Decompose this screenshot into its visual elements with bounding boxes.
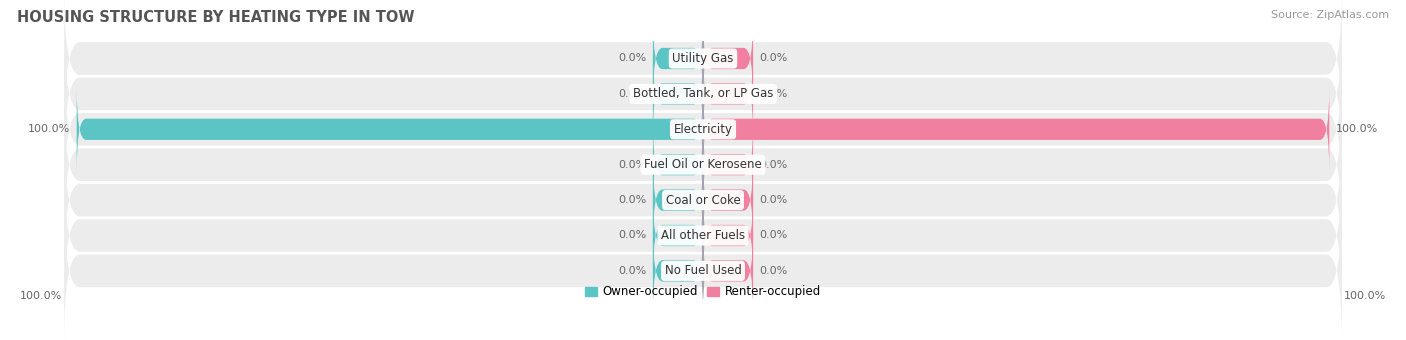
Text: 0.0%: 0.0% bbox=[759, 195, 787, 205]
Text: HOUSING STRUCTURE BY HEATING TYPE IN TOW: HOUSING STRUCTURE BY HEATING TYPE IN TOW bbox=[17, 10, 415, 25]
FancyBboxPatch shape bbox=[652, 228, 703, 313]
FancyBboxPatch shape bbox=[703, 228, 754, 313]
FancyBboxPatch shape bbox=[65, 199, 1341, 340]
Text: 0.0%: 0.0% bbox=[759, 89, 787, 99]
FancyBboxPatch shape bbox=[65, 0, 1341, 131]
Text: 0.0%: 0.0% bbox=[619, 231, 647, 240]
Text: 100.0%: 100.0% bbox=[1343, 291, 1386, 301]
Text: 0.0%: 0.0% bbox=[619, 53, 647, 64]
FancyBboxPatch shape bbox=[652, 16, 703, 101]
Text: 100.0%: 100.0% bbox=[20, 291, 63, 301]
FancyBboxPatch shape bbox=[703, 87, 1329, 172]
Text: 0.0%: 0.0% bbox=[759, 231, 787, 240]
FancyBboxPatch shape bbox=[65, 22, 1341, 166]
FancyBboxPatch shape bbox=[652, 158, 703, 242]
Text: All other Fuels: All other Fuels bbox=[661, 229, 745, 242]
Text: Utility Gas: Utility Gas bbox=[672, 52, 734, 65]
Text: 0.0%: 0.0% bbox=[619, 89, 647, 99]
Text: 0.0%: 0.0% bbox=[619, 160, 647, 170]
Text: 0.0%: 0.0% bbox=[619, 195, 647, 205]
Text: Electricity: Electricity bbox=[673, 123, 733, 136]
FancyBboxPatch shape bbox=[652, 193, 703, 278]
Text: 0.0%: 0.0% bbox=[759, 160, 787, 170]
Text: 0.0%: 0.0% bbox=[759, 53, 787, 64]
Legend: Owner-occupied, Renter-occupied: Owner-occupied, Renter-occupied bbox=[585, 286, 821, 299]
FancyBboxPatch shape bbox=[65, 57, 1341, 202]
Text: 0.0%: 0.0% bbox=[619, 266, 647, 276]
FancyBboxPatch shape bbox=[77, 87, 703, 172]
FancyBboxPatch shape bbox=[652, 122, 703, 207]
FancyBboxPatch shape bbox=[65, 92, 1341, 237]
Text: No Fuel Used: No Fuel Used bbox=[665, 265, 741, 277]
Text: 100.0%: 100.0% bbox=[1336, 124, 1378, 134]
FancyBboxPatch shape bbox=[65, 128, 1341, 272]
FancyBboxPatch shape bbox=[652, 51, 703, 136]
FancyBboxPatch shape bbox=[703, 122, 754, 207]
FancyBboxPatch shape bbox=[703, 193, 754, 278]
Text: Source: ZipAtlas.com: Source: ZipAtlas.com bbox=[1271, 10, 1389, 20]
Text: Bottled, Tank, or LP Gas: Bottled, Tank, or LP Gas bbox=[633, 87, 773, 100]
FancyBboxPatch shape bbox=[703, 16, 754, 101]
Text: Coal or Coke: Coal or Coke bbox=[665, 193, 741, 207]
FancyBboxPatch shape bbox=[65, 163, 1341, 308]
FancyBboxPatch shape bbox=[703, 51, 754, 136]
Text: 0.0%: 0.0% bbox=[759, 266, 787, 276]
FancyBboxPatch shape bbox=[703, 158, 754, 242]
Text: Fuel Oil or Kerosene: Fuel Oil or Kerosene bbox=[644, 158, 762, 171]
Text: 100.0%: 100.0% bbox=[28, 124, 70, 134]
